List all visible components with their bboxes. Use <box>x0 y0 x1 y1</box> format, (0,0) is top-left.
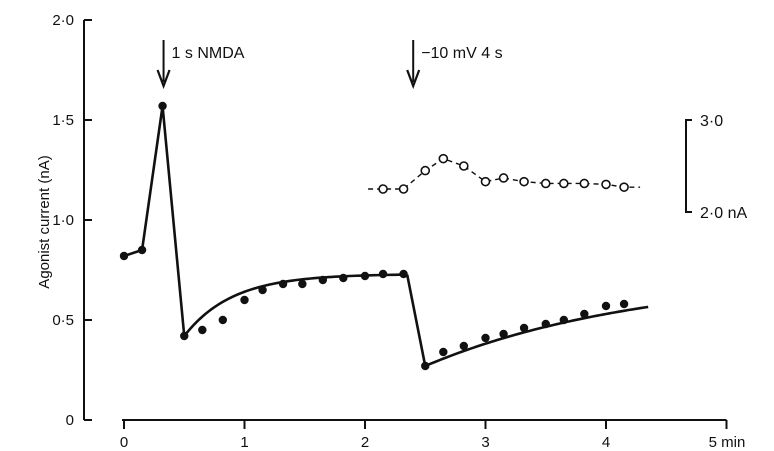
closed-circle-point <box>240 295 249 305</box>
closed-circle-point <box>318 275 328 285</box>
closed-circle-point <box>559 315 569 325</box>
closed-circle-point <box>601 301 611 311</box>
open-circle-point <box>559 178 569 189</box>
closed-circle-point <box>360 271 370 281</box>
annotations: 1 s NMDA −10 mV 4 s <box>156 40 503 90</box>
closed-circle-point <box>158 101 167 111</box>
open-circle-point <box>398 184 409 194</box>
fit-curve-2 <box>424 305 649 368</box>
open-circle-point <box>498 173 509 183</box>
annotation-arrow-head <box>156 69 171 90</box>
closed-circle-point <box>519 323 529 333</box>
x-tick-label: 3 <box>481 434 489 451</box>
closed-circle-point <box>459 341 469 351</box>
x-tick-label: 1 <box>240 434 248 451</box>
open-circle-point <box>378 184 388 194</box>
closed-circle-point <box>541 319 550 329</box>
closed-circle-point <box>180 331 189 341</box>
annotation-label: 1 s NMDA <box>172 45 245 62</box>
y-tick-label: 2·0 <box>52 12 74 29</box>
closed-circle-point <box>439 347 448 357</box>
main-series <box>119 101 649 371</box>
closed-circle-point <box>119 251 129 261</box>
closed-circle-point <box>198 325 207 335</box>
closed-circle-point <box>339 273 348 283</box>
closed-circle-point <box>278 279 288 289</box>
annotation-arrow-head <box>406 69 421 90</box>
closed-circle-point <box>421 361 430 371</box>
closed-circle-point <box>481 333 490 343</box>
closed-circle-point <box>137 245 147 255</box>
x-tick-label: 2 <box>361 434 369 451</box>
open-circle-point <box>601 179 611 190</box>
closed-circle-point <box>298 279 307 289</box>
open-circle-point <box>480 176 491 187</box>
open-circle-point <box>438 153 449 164</box>
scale-bar-line <box>685 119 692 213</box>
closed-circle-point <box>580 309 589 319</box>
y-tick-label: 0 <box>66 412 74 429</box>
y-axis-title: Agonist current (nA) <box>36 155 53 288</box>
scale-bar: 3·0 2·0 nA <box>685 113 747 222</box>
scale-bar-bottom-label: 2·0 nA <box>700 205 747 222</box>
open-circle-point <box>519 176 529 187</box>
scale-bar-top-label: 3·0 <box>700 113 723 130</box>
x-axis: 0 1 2 3 4 <box>120 419 728 451</box>
y-tick-label: 1·0 <box>52 212 74 229</box>
annotation-label: −10 mV 4 s <box>421 45 502 62</box>
closed-circle-point <box>258 285 267 295</box>
closed-circle-point <box>499 329 508 339</box>
main-series-drop-line <box>405 274 427 367</box>
fit-curve-1 <box>183 273 408 337</box>
open-circle-point <box>540 178 551 189</box>
open-circle-point <box>420 165 431 176</box>
main-series-initial-line <box>123 104 186 337</box>
closed-circle-point <box>218 315 228 325</box>
y-axis: 0 0·5 1·0 1·5 2·0 <box>52 12 92 429</box>
x-tick-label: 0 <box>120 434 128 451</box>
x-tick-label: 4 <box>602 434 610 451</box>
closed-circle-point <box>619 299 629 309</box>
closed-circle-point <box>399 269 408 279</box>
open-circle-point <box>579 178 590 189</box>
y-tick-label: 1·5 <box>52 112 74 129</box>
closed-circle-point <box>378 269 388 279</box>
open-circle-point <box>459 161 469 171</box>
x-axis-unit-label: 5 min <box>709 434 746 451</box>
open-circle-point <box>619 182 629 192</box>
y-tick-label: 0·5 <box>52 312 74 329</box>
open-circle-series <box>368 153 641 194</box>
